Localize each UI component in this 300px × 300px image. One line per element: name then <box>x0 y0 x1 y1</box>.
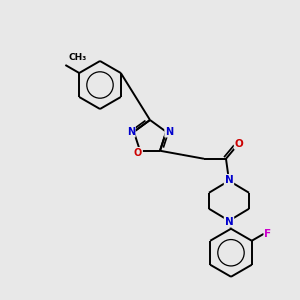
Text: N: N <box>225 217 233 227</box>
Text: N: N <box>127 127 135 137</box>
Text: N: N <box>165 127 173 137</box>
Text: O: O <box>235 139 243 149</box>
Text: N: N <box>225 175 233 185</box>
Text: CH₃: CH₃ <box>68 53 87 62</box>
Text: O: O <box>134 148 142 158</box>
Text: F: F <box>264 229 272 239</box>
